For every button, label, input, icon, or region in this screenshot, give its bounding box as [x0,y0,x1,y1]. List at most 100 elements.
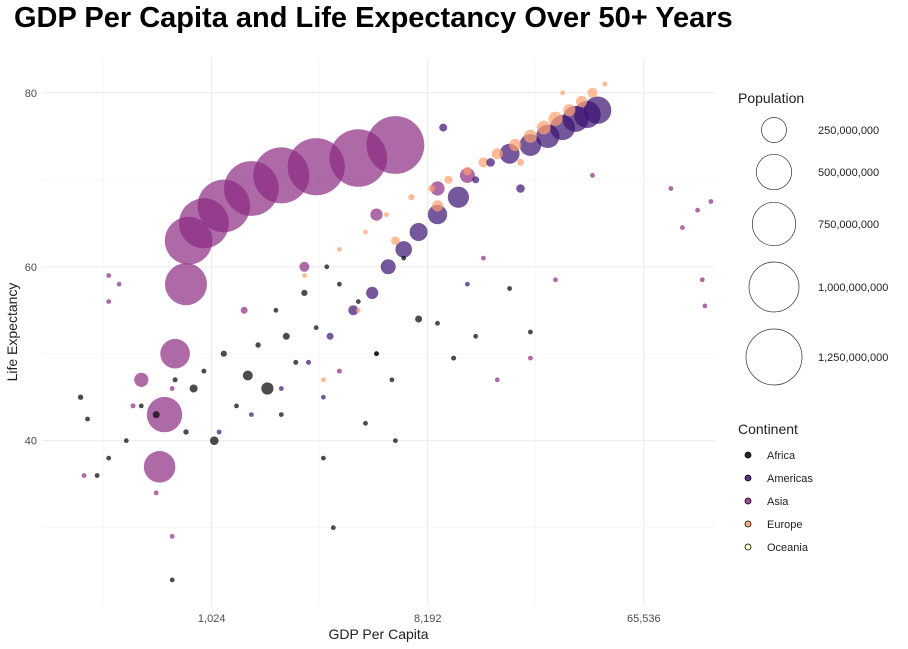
x-tick-label: 8,192 [414,613,442,625]
data-point-asia [494,377,500,383]
data-point-asia [116,281,122,287]
data-point-europe [383,212,389,218]
data-point-asia [240,306,248,314]
y-axis-title: Life Expectancy [4,283,20,382]
color-legend-title: Continent [738,421,798,437]
data-point-africa [201,368,207,374]
axis-labels: GDP Per Capita Life Expectancy 1,024 8,19… [4,88,661,642]
data-point-europe [337,247,342,252]
data-point-africa [401,255,407,261]
data-point-africa [355,299,361,304]
data-point-americas [216,429,222,435]
continent-key-swatch [744,497,752,505]
data-point-europe [321,377,326,383]
data-point-africa [169,577,175,583]
data-point-asia [695,207,700,213]
data-point-asia [370,208,383,221]
data-point-asia [553,277,558,283]
size-legend-label: 250,000,000 [818,125,879,137]
data-point-americas [380,259,396,275]
y-tick-label: 40 [25,436,37,448]
data-point-asia [130,403,136,409]
data-point-asia [708,199,714,204]
data-point-africa [321,455,326,461]
chart-title: GDP Per Capita and Life Expectancy Over … [14,2,733,34]
data-point-africa [123,438,129,444]
data-point-europe [536,120,551,135]
data-point-asia [590,173,595,178]
continent-key-swatch [744,474,752,482]
data-point-americas [409,223,428,241]
data-point-americas [486,158,495,167]
data-point-asia [153,490,159,496]
data-point-asia [134,372,149,387]
data-point-asia [164,216,213,265]
data-point-europe [576,95,588,108]
data-point-americas [465,281,470,287]
data-point-americas [472,176,480,184]
data-point-asia [528,355,533,361]
continent-key-label: Europe [767,519,802,531]
data-point-europe [428,185,436,192]
data-point-americas [321,394,326,400]
data-point-europe [391,236,400,245]
size-legend-label: 750,000,000 [818,219,879,231]
data-point-americas [348,305,359,316]
data-point-africa [138,403,144,409]
data-point-asia [146,396,183,433]
data-point-africa [363,420,368,426]
data-point-africa [261,382,274,395]
continent-key-swatch [744,543,752,551]
data-point-asia [680,225,685,231]
data-point-asia [481,255,486,261]
data-point-asia [160,338,190,369]
data-point-asia [165,263,207,306]
data-point-africa [273,307,279,313]
size-legend-label: 1,250,000,000 [818,352,888,364]
data-point-africa [528,329,533,335]
continent-key-label: Americas [767,473,813,485]
data-point-asia [668,186,674,191]
data-point-europe [523,129,538,143]
data-point-americas [516,184,525,193]
data-point-asia [106,273,112,278]
data-point-asia [169,386,175,391]
data-point-americas [278,386,284,391]
continent-key-label: Africa [767,450,796,462]
data-point-africa [324,264,330,270]
continent-key-swatch [744,520,752,528]
data-point-africa [293,359,299,365]
data-point-asia [106,299,112,304]
data-point-europe [587,87,598,98]
size-legend-circle [748,261,800,313]
data-point-africa [210,436,219,446]
data-point-africa [106,455,112,461]
data-point-africa [415,315,423,323]
data-point-asia [336,368,342,374]
data-point-asia [143,451,176,483]
data-point-europe [444,175,453,184]
size-legend-title: Population [738,90,804,106]
data-point-americas [447,186,469,208]
data-point-africa [451,355,457,361]
size-legend-circle [761,117,787,143]
data-point-europe [560,90,565,96]
data-point-africa [255,342,261,348]
data-point-africa [278,412,284,417]
data-point-africa [393,438,398,444]
size-legend-label: 1,000,000,000 [818,282,888,294]
data-point-americas [439,123,448,132]
data-point-europe [302,273,307,278]
data-point-africa [473,333,479,339]
continent-key-label: Asia [767,496,789,508]
data-point-europe [355,307,361,313]
data-point-americas [366,286,379,299]
legend: Population Continent 250,000,000 500,000,… [738,90,888,554]
data-point-europe [491,148,503,160]
data-point-europe [363,229,368,235]
data-point-africa [220,350,227,357]
size-legend-label: 500,000,000 [818,167,879,179]
data-point-europe [478,157,489,168]
data-point-americas [326,332,334,340]
